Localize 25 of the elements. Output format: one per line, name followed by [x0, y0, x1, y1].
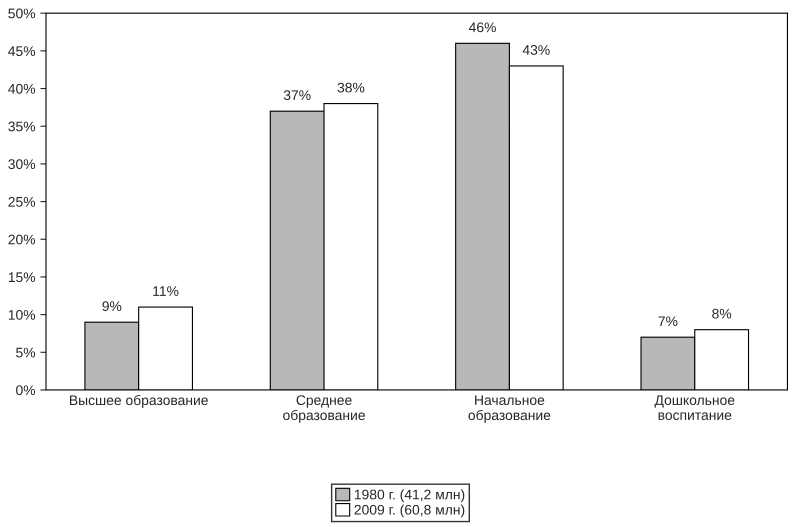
y-tick-label: 50%: [8, 8, 36, 18]
data-label: 11%: [153, 286, 178, 296]
y-tick-label: 25%: [8, 196, 36, 207]
data-label: 38%: [338, 82, 364, 93]
data-label: 7%: [658, 316, 678, 326]
data-label: 8%: [712, 308, 732, 319]
x-tick-label: Высшее образование: [70, 394, 208, 408]
y-tick-label: 5%: [16, 348, 36, 358]
y-tick-label: 30%: [8, 159, 36, 170]
data-label: 9%: [102, 301, 122, 312]
data-label: 46%: [468, 22, 496, 32]
y-tick-label: 20%: [8, 234, 36, 244]
data-label: 37%: [284, 90, 311, 100]
x-tick-label: Начальное образование: [468, 395, 550, 423]
x-tick-label: Среднее образование: [283, 395, 365, 423]
data-label: 43%: [522, 45, 550, 55]
y-tick-label: 45%: [8, 46, 36, 56]
y-tick-label: 0%: [16, 385, 36, 396]
y-tick-label: 35%: [8, 122, 36, 132]
y-tick-label: 10%: [8, 310, 36, 320]
y-tick-label: 15%: [8, 272, 36, 282]
x-tick-label: Дошкольное воспитание: [654, 395, 734, 420]
legend-label: 2009 г. (60,8 млн): [354, 504, 464, 518]
y-tick-label: 40%: [8, 84, 36, 94]
legend-label: 1980 г. (41,2 млн): [354, 489, 464, 502]
